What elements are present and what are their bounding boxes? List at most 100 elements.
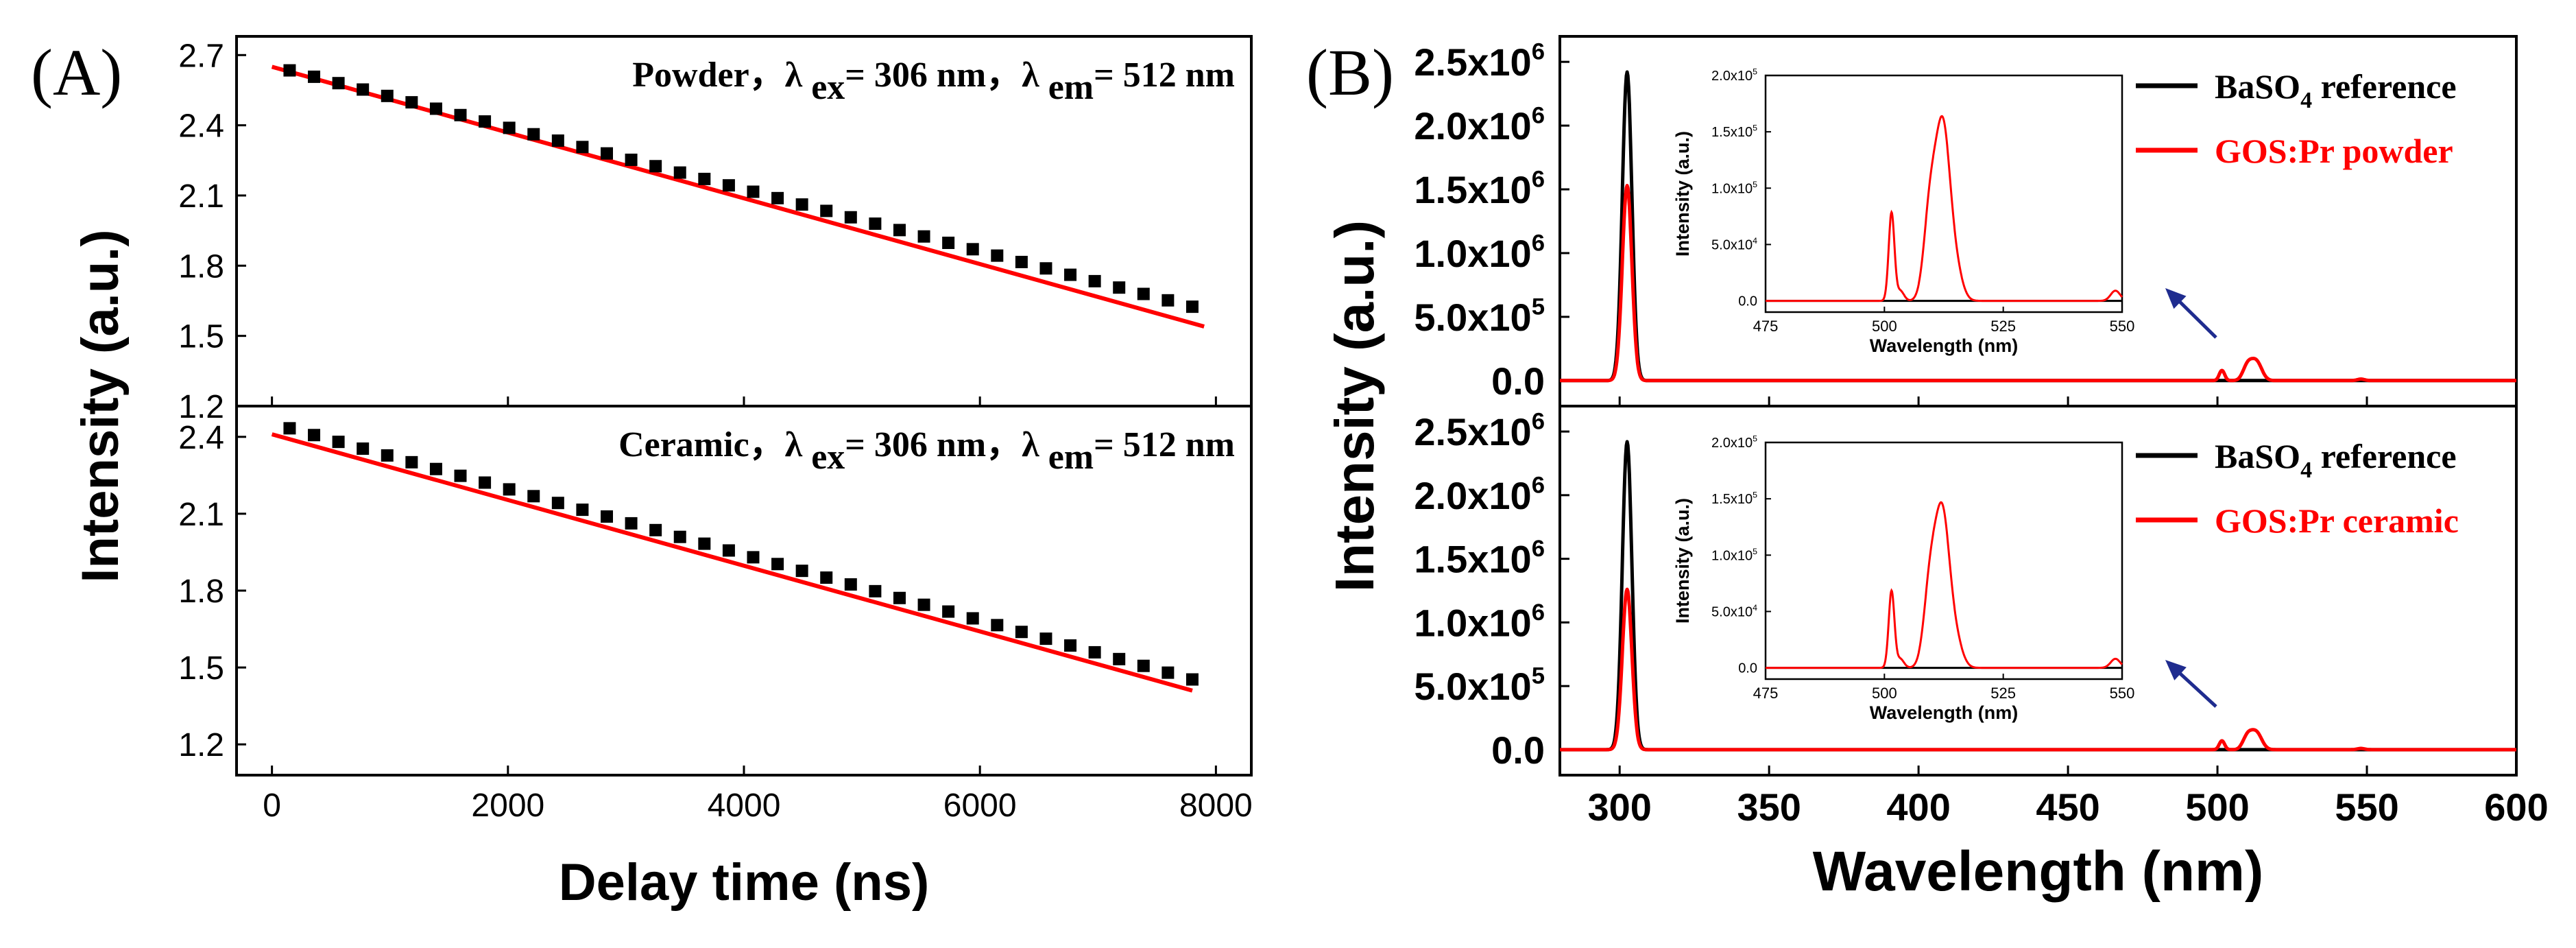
inset-y-tick-label: 1.5x105 [1711, 490, 1757, 507]
data-point [942, 605, 955, 618]
y-axis-title: Intensity (a.u.) [1324, 220, 1385, 592]
data-point [283, 422, 296, 435]
inset-spectrum-sample [1766, 115, 2123, 303]
data-point [795, 565, 808, 578]
data-point [308, 429, 321, 442]
fit-line [271, 432, 1193, 693]
inset-spectrum-sample [1766, 501, 2123, 669]
data-point [1088, 645, 1101, 659]
y-tick-label: 2.0x106 [1414, 472, 1545, 517]
inset-x-axis-title: Wavelength (nm) [1870, 335, 2019, 356]
spectrum-sample [1558, 587, 2518, 752]
y-tick-label: 2.5x106 [1414, 409, 1545, 454]
y-tick-label: 1.8 [178, 248, 224, 285]
panel-b-label: (B) [1306, 36, 1394, 109]
annotation: Ceramic，λ ex= 306 nm，λ em= 512 nm [618, 425, 1235, 477]
y-tick-label: 2.4 [178, 108, 224, 145]
data-point [576, 141, 589, 154]
x-tick-label: 350 [1737, 785, 1801, 829]
spectrum-sample [1558, 184, 2518, 383]
data-point [844, 211, 857, 224]
x-tick-label: 550 [2335, 785, 2398, 829]
data-point [966, 612, 979, 625]
legend-label: BaSO4 reference [2215, 437, 2457, 483]
data-point [649, 523, 662, 536]
x-tick-label: 500 [2185, 785, 2249, 829]
data-point [966, 243, 979, 256]
data-point [1137, 659, 1150, 672]
inset-y-tick-label: 0.0 [1738, 294, 1757, 309]
data-point [942, 237, 955, 250]
data-point [991, 619, 1004, 632]
y-tick-label: 1.5 [178, 319, 224, 355]
data-point [625, 517, 638, 530]
inset-y-tick-label: 5.0x104 [1711, 603, 1757, 619]
y-tick-label: 2.5x106 [1414, 39, 1545, 84]
data-point [698, 172, 711, 185]
arrow-head-icon [2165, 660, 2187, 680]
data-point [771, 191, 784, 204]
data-point [1015, 626, 1028, 639]
panel-a-label: (A) [31, 36, 122, 109]
y-tick-label: 1.2 [178, 389, 224, 425]
x-tick-label: 4000 [708, 787, 781, 824]
data-point [917, 230, 930, 243]
data-point [1161, 666, 1175, 679]
y-tick-label: 2.1 [178, 497, 224, 533]
inset-frame [1764, 74, 2123, 313]
data-point [332, 436, 345, 449]
spectrum-reference [1558, 440, 2518, 752]
legend-label: GOS:Pr ceramic [2215, 501, 2459, 540]
x-tick-label: 450 [2036, 785, 2099, 829]
data-point [673, 166, 686, 179]
data-point [1137, 287, 1150, 300]
data-point [893, 224, 906, 237]
data-point [527, 490, 540, 503]
inset-y-tick-label: 2.0x105 [1711, 67, 1757, 84]
panel-b: (B) 0.0 5.0x105 1.0x106 1.5x106 2.0x106 2.5x10… [1306, 35, 2549, 903]
inset-y-tick-label: 2.0x105 [1711, 434, 1757, 451]
data-point [332, 77, 345, 90]
panel-b-subplot-powder: 0.0 5.0x105 1.0x106 1.5x106 2.0x106 2.5x106 Ba… [1414, 35, 2518, 407]
y-tick-label: 2.0x106 [1414, 103, 1545, 148]
x-tick-label: 8000 [1179, 787, 1253, 824]
data-point [405, 455, 418, 469]
data-point [454, 469, 467, 482]
data-point [869, 584, 882, 597]
data-point [429, 102, 442, 115]
data-point [308, 70, 321, 83]
data-point [601, 147, 613, 160]
data-point [405, 96, 418, 109]
inset-x-tick-label: 550 [2110, 318, 2135, 335]
inset-y-tick-label: 1.0x105 [1711, 180, 1757, 196]
inset-frame [1764, 441, 2123, 680]
data-point [673, 530, 686, 543]
inset-y-tick-label: 5.0x104 [1711, 236, 1757, 252]
y-tick-label: 5.0x105 [1414, 294, 1545, 339]
data-point [893, 591, 906, 604]
x-tick-label: 400 [1886, 785, 1950, 829]
data-point [1161, 294, 1175, 307]
data-point [429, 462, 442, 475]
data-point [625, 153, 638, 166]
data-point [771, 558, 784, 571]
inset-x-tick-label: 525 [1990, 685, 2016, 702]
data-point [869, 217, 882, 230]
data-point [1015, 255, 1028, 268]
x-axis-title: Wavelength (nm) [1813, 840, 2264, 903]
data-point [722, 179, 735, 192]
data-point [527, 128, 540, 141]
data-point [820, 571, 833, 584]
data-point [479, 476, 492, 489]
inset-plot: 0.0 5.0x104 1.0x105 1.5x105 2.0x105 475 500 525… [1672, 434, 2134, 723]
data-point [576, 503, 589, 517]
data-point [722, 544, 735, 557]
inset-x-tick-label: 475 [1753, 685, 1779, 702]
pointer-arrow [2172, 666, 2217, 708]
data-point [1113, 281, 1126, 294]
data-point [283, 64, 296, 77]
spectrum-reference [1558, 70, 2518, 383]
x-tick-label: 300 [1587, 785, 1651, 829]
inset-plot: 0.0 5.0x104 1.0x105 1.5x105 2.0x105 475 500 525… [1672, 67, 2134, 356]
inset-x-tick-label: 500 [1872, 318, 1897, 335]
